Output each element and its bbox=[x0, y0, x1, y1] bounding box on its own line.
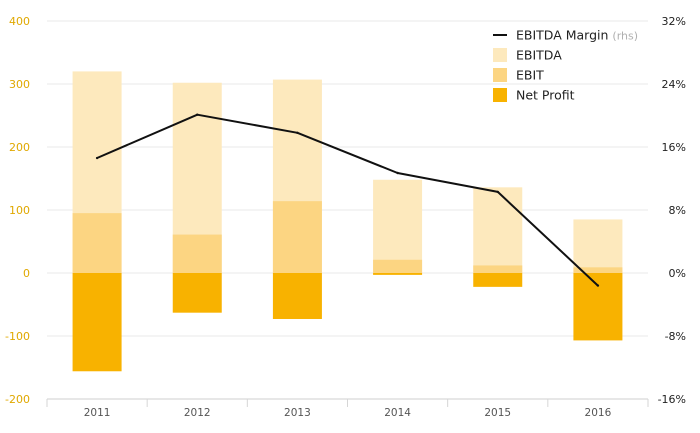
line-point-ebitda-margin bbox=[496, 190, 499, 194]
x-tick-label: 2014 bbox=[384, 407, 411, 419]
legend-marker-square bbox=[493, 68, 507, 82]
bar-ebitda bbox=[573, 219, 623, 273]
y-left-tick-label: -200 bbox=[5, 393, 30, 406]
legend-label: Net Profit bbox=[516, 88, 575, 103]
bar-ebit bbox=[573, 267, 623, 273]
line-point-ebitda-margin bbox=[196, 113, 199, 116]
bar-ebit bbox=[72, 213, 122, 273]
bar-ebit bbox=[172, 234, 222, 273]
x-tick-label: 2016 bbox=[585, 407, 612, 419]
y-left-tick-label: 300 bbox=[9, 78, 30, 91]
y-right-tick-label: 0% bbox=[669, 267, 686, 280]
bar-net-profit bbox=[573, 273, 623, 341]
bar-ebitda bbox=[473, 187, 523, 273]
bar-net-profit bbox=[72, 273, 122, 372]
bar-net-profit bbox=[473, 273, 523, 287]
y-right-tick-label: 16% bbox=[662, 141, 686, 154]
legend-label: EBITDA Margin (rhs) bbox=[516, 28, 638, 43]
y-right-tick-label: 8% bbox=[669, 204, 686, 217]
bar-ebit bbox=[373, 259, 423, 273]
bar-ebit bbox=[473, 265, 523, 273]
line-point-ebitda-margin bbox=[596, 284, 600, 287]
legend-label-text: EBITDA bbox=[516, 48, 562, 63]
legend-marker-square bbox=[493, 48, 507, 62]
y-right-tick-label: 32% bbox=[662, 15, 686, 28]
y-left-tick-label: 0 bbox=[23, 267, 30, 280]
x-tick-label: 2011 bbox=[84, 407, 111, 419]
legend-label-text: Net Profit bbox=[516, 88, 575, 103]
bar-ebit bbox=[272, 201, 322, 273]
y-left-tick-label: 400 bbox=[9, 15, 30, 28]
bar-ebitda bbox=[373, 179, 423, 273]
legend-label: EBITDA bbox=[516, 48, 562, 63]
y-left-tick-label: 100 bbox=[9, 204, 30, 217]
legend-note: (rhs) bbox=[612, 30, 638, 43]
legend-label: EBIT bbox=[516, 68, 544, 83]
bar-net-profit bbox=[272, 273, 322, 319]
legend-label-text: EBIT bbox=[516, 68, 544, 83]
x-tick-label: 2015 bbox=[484, 407, 511, 419]
line-point-ebitda-margin bbox=[396, 171, 399, 175]
bar-net-profit bbox=[172, 273, 222, 313]
y-right-tick-label: 24% bbox=[662, 78, 686, 91]
y-right-tick-label: -8% bbox=[665, 330, 686, 343]
y-left-tick-label: -100 bbox=[5, 330, 30, 343]
legend-marker-square bbox=[493, 88, 507, 102]
x-tick-label: 2013 bbox=[284, 407, 311, 419]
line-ebitda-margin bbox=[96, 113, 599, 287]
x-tick-label: 2012 bbox=[184, 407, 211, 419]
line-point-ebitda-margin bbox=[95, 156, 99, 160]
legend-label-text: EBITDA Margin bbox=[516, 28, 608, 43]
line-point-ebitda-margin bbox=[296, 131, 299, 135]
y-right-tick-label: -16% bbox=[658, 393, 686, 406]
y-left-tick-label: 200 bbox=[9, 141, 30, 154]
bar-net-profit bbox=[373, 273, 423, 275]
